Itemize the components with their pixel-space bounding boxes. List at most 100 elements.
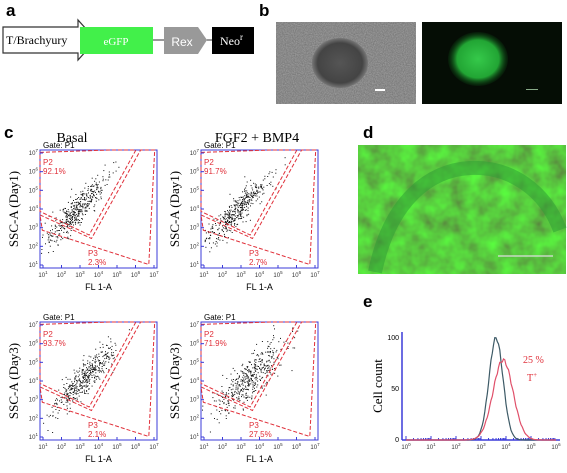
event-dot bbox=[102, 370, 104, 372]
event-dot bbox=[78, 197, 80, 198]
event-dot bbox=[85, 182, 87, 184]
event-dot bbox=[214, 232, 215, 233]
event-dot bbox=[48, 236, 50, 238]
event-dot bbox=[225, 396, 227, 398]
tick-base: 10 bbox=[451, 445, 458, 451]
event-dot bbox=[228, 412, 229, 414]
tick-label: 104 bbox=[255, 270, 265, 279]
tick-label: 102 bbox=[57, 442, 67, 451]
event-dot bbox=[274, 368, 276, 369]
event-dot bbox=[236, 373, 238, 375]
fluorescence-image bbox=[422, 22, 562, 104]
event-dot bbox=[69, 385, 71, 387]
event-dot bbox=[76, 381, 78, 383]
event-dot bbox=[71, 381, 73, 383]
event-dot bbox=[88, 367, 90, 369]
event-dot bbox=[253, 191, 255, 193]
event-dot bbox=[44, 222, 46, 224]
event-dot bbox=[226, 224, 228, 226]
event-dot bbox=[79, 378, 81, 380]
y-tick-label: 100 bbox=[387, 335, 399, 342]
event-dot bbox=[273, 325, 275, 327]
event-dot bbox=[228, 393, 230, 395]
event-dot bbox=[76, 208, 78, 210]
event-dot bbox=[237, 208, 239, 210]
event-dot bbox=[248, 199, 250, 201]
event-dot bbox=[90, 189, 92, 191]
event-dot bbox=[69, 395, 71, 397]
event-dot bbox=[71, 216, 73, 218]
event-dot bbox=[244, 195, 246, 197]
event-dot bbox=[74, 387, 76, 389]
tick-exponent: 7 bbox=[35, 320, 38, 325]
event-dot bbox=[90, 186, 92, 187]
event-dot bbox=[63, 387, 65, 388]
event-dot bbox=[246, 366, 248, 368]
event-dot bbox=[48, 252, 50, 254]
event-dot bbox=[71, 188, 73, 190]
marker-box bbox=[212, 27, 254, 54]
event-dot bbox=[250, 198, 252, 200]
event-dot bbox=[106, 345, 108, 346]
event-dot bbox=[204, 239, 206, 241]
event-dot bbox=[89, 375, 90, 377]
event-dot bbox=[83, 364, 85, 366]
event-dot bbox=[235, 385, 237, 387]
event-dot bbox=[76, 218, 78, 220]
event-dot bbox=[74, 398, 76, 400]
event-dot bbox=[91, 385, 93, 387]
event-dot bbox=[268, 173, 270, 175]
event-dot bbox=[46, 414, 48, 416]
event-dot bbox=[86, 193, 87, 195]
event-dot bbox=[74, 218, 76, 220]
event-dot bbox=[231, 379, 233, 381]
event-dot bbox=[51, 225, 53, 227]
event-dot bbox=[230, 383, 232, 385]
event-dot bbox=[240, 209, 242, 211]
event-dot bbox=[234, 390, 236, 392]
event-dot bbox=[243, 401, 245, 403]
event-dot bbox=[73, 213, 75, 215]
event-dot bbox=[70, 217, 72, 219]
event-dot bbox=[248, 369, 250, 370]
event-dot bbox=[72, 394, 74, 396]
tick-base: 10 bbox=[236, 445, 243, 451]
event-dot bbox=[61, 379, 63, 381]
event-dot bbox=[65, 222, 66, 224]
event-dot bbox=[253, 195, 255, 196]
tick-label: 107 bbox=[149, 270, 159, 279]
event-dot bbox=[248, 196, 250, 198]
event-dot bbox=[64, 387, 66, 389]
event-dot bbox=[261, 188, 263, 190]
event-dot bbox=[257, 380, 259, 382]
tick-label: 106 bbox=[292, 442, 302, 451]
event-dot bbox=[103, 365, 105, 366]
event-dot bbox=[65, 212, 67, 214]
event-dot bbox=[74, 390, 76, 392]
event-dot bbox=[224, 228, 226, 230]
tick-exponent: 3 bbox=[483, 442, 486, 447]
event-dot bbox=[92, 364, 93, 366]
event-dot bbox=[95, 368, 96, 370]
tick-label: 107 bbox=[149, 442, 159, 451]
event-dot bbox=[75, 384, 77, 386]
embryoid-body bbox=[312, 38, 368, 88]
event-dot bbox=[247, 366, 249, 368]
event-dot bbox=[98, 356, 100, 357]
event-dot bbox=[227, 219, 229, 221]
event-dot bbox=[234, 391, 236, 393]
event-dot bbox=[223, 398, 225, 400]
event-dot bbox=[205, 238, 207, 240]
event-dot bbox=[260, 185, 262, 187]
event-dot bbox=[87, 376, 89, 377]
event-dot bbox=[225, 222, 227, 224]
tick-base: 10 bbox=[112, 273, 119, 279]
event-dot bbox=[98, 368, 100, 370]
event-dot bbox=[214, 418, 215, 419]
event-dot bbox=[228, 229, 230, 231]
event-dot bbox=[83, 385, 85, 387]
event-dot bbox=[232, 388, 234, 390]
tick-exponent: 7 bbox=[156, 442, 159, 447]
event-dot bbox=[268, 360, 270, 362]
